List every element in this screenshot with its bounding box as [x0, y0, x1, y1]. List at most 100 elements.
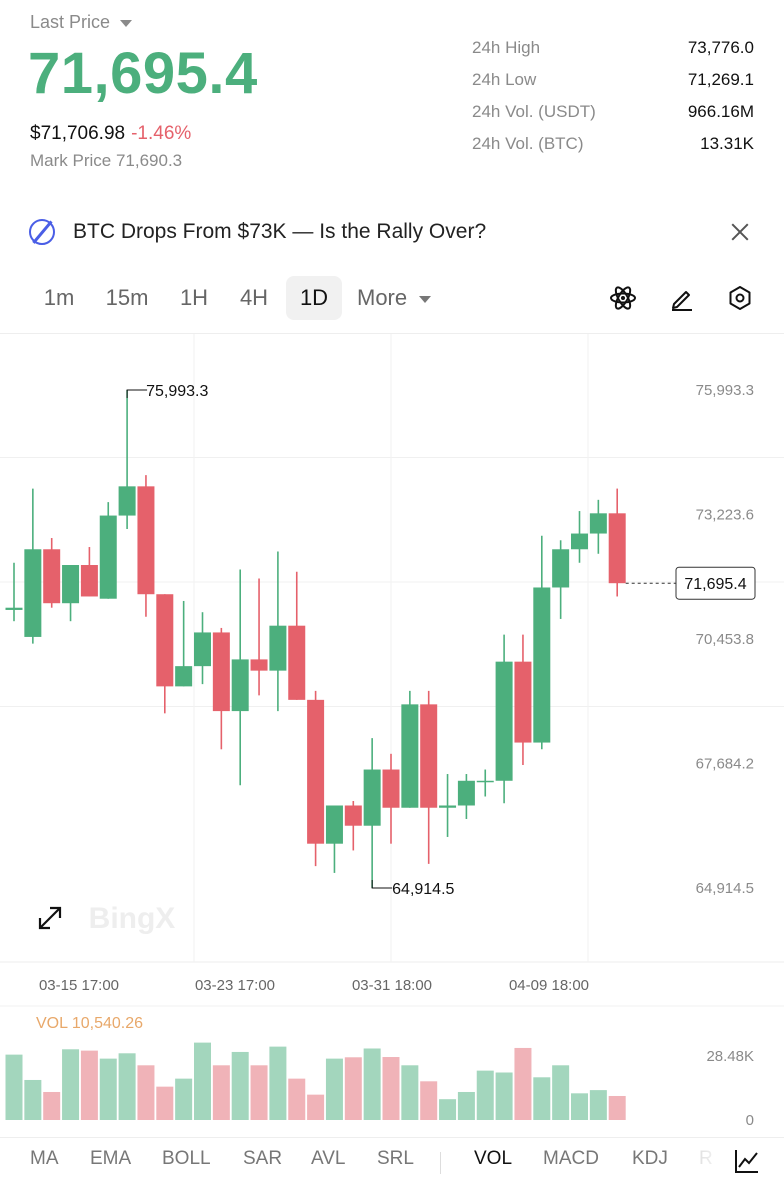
candle-body [156, 594, 174, 687]
current-price-label: 71,695.4 [684, 576, 746, 593]
volume-bar [363, 1048, 381, 1120]
candle-body [476, 780, 494, 783]
volume-bar [495, 1072, 513, 1120]
candle-body [325, 805, 343, 844]
candle-body [43, 549, 61, 604]
volume-bar [43, 1091, 61, 1120]
indicator-vol[interactable]: VOL [474, 1148, 513, 1169]
timeframe-1h[interactable]: 1H [179, 285, 209, 310]
candle-body [99, 515, 117, 599]
price-chart[interactable]: BingX 75,993.3 73,223.6 70,453.8 67,684.2 64… [0, 334, 784, 1138]
volume-tick-label: 0 [746, 1112, 754, 1129]
volume-bar [99, 1058, 117, 1120]
candle-body [80, 565, 98, 597]
indicator-kdj[interactable]: KDJ [632, 1148, 668, 1169]
volume-tick-label: 28.48K [706, 1048, 754, 1065]
indicator-macd[interactable]: MACD [543, 1148, 599, 1169]
indicator-avl[interactable]: AVL [311, 1148, 346, 1169]
last-price-value: 71,695.4 [28, 41, 258, 106]
volume-bar [118, 1053, 136, 1120]
volume-bar [175, 1078, 193, 1120]
watermark-logo: BingX [89, 902, 176, 935]
stat-value: 966.16M [687, 102, 754, 121]
candle-body [514, 661, 532, 743]
indicator-ma[interactable]: MA [30, 1148, 59, 1169]
timeframe-4h[interactable]: 4H [239, 285, 269, 310]
volume-bar [212, 1065, 230, 1120]
current-price-box [675, 566, 756, 600]
candle-body [363, 769, 381, 826]
volume-label: VOL 10,540.26 [36, 1015, 143, 1032]
indicator-sar[interactable]: SAR [243, 1148, 283, 1169]
volume-bar [401, 1065, 419, 1120]
stat-row-low: 24h Low 71,269.1 [472, 64, 754, 96]
volume-bar [307, 1094, 325, 1120]
candle-body [552, 549, 570, 588]
timeframe-more-button[interactable]: More [357, 276, 432, 320]
volume-bar [608, 1095, 626, 1120]
timeframe-15m[interactable]: 15m [105, 285, 149, 310]
volume-bar [552, 1065, 570, 1120]
stat-value: 71,269.1 [687, 70, 754, 89]
timeframe-1m[interactable]: 1m [43, 285, 75, 310]
indicator-srl[interactable]: SRL [377, 1148, 414, 1169]
volume-bar [571, 1093, 588, 1120]
x-tick-label: 03-23 17:00 [195, 977, 275, 994]
volume-bar [5, 1054, 23, 1120]
volume-bars [5, 1042, 626, 1120]
volume-bar [420, 1081, 438, 1120]
low-price-label: 64,914.5 [392, 881, 454, 898]
indicator-chart-icon[interactable] [734, 1148, 760, 1174]
volume-bar [533, 1077, 551, 1120]
atom-indicator-icon[interactable] [609, 284, 637, 312]
high-price-label: 75,993.3 [146, 383, 208, 400]
x-tick-label: 04-09 18:00 [509, 977, 589, 994]
chart-grid [0, 334, 784, 1007]
news-headline[interactable]: BTC Drops From $73K — Is the Rally Over? [73, 220, 487, 243]
y-tick-label: 64,914.5 [696, 880, 754, 897]
pencil-draw-icon[interactable] [668, 284, 696, 312]
timeframe-1d[interactable]: 1D [286, 276, 342, 320]
last-price-label: Last Price [30, 12, 111, 32]
usd-price-line: $71,706.98 -1.46% [30, 123, 191, 145]
volume-bar [589, 1090, 607, 1120]
indicator-boll[interactable]: BOLL [162, 1148, 211, 1169]
candle-body [175, 666, 193, 687]
high-marker-line [126, 389, 148, 398]
candles [5, 390, 626, 888]
mark-price: Mark Price 71,690.3 [30, 151, 183, 170]
close-icon[interactable] [728, 220, 752, 244]
stat-label: 24h Vol. (USDT) [472, 102, 596, 121]
candle-body [269, 625, 287, 671]
indicator-separator [440, 1152, 441, 1174]
candle-body [457, 780, 475, 806]
volume-bar [325, 1058, 343, 1120]
volume-bar [439, 1099, 457, 1120]
candle-body [288, 625, 306, 700]
volume-bar [62, 1049, 80, 1120]
scroll-fade [680, 1138, 740, 1186]
volume-bar [156, 1086, 174, 1120]
candle-body [608, 513, 626, 584]
candle-body [194, 632, 211, 667]
volume-bar [194, 1042, 211, 1120]
settings-hexagon-icon[interactable] [726, 284, 754, 312]
volume-bar [344, 1057, 362, 1120]
news-banner[interactable]: BTC Drops From $73K — Is the Rally Over? [0, 208, 784, 256]
volume-bar [514, 1047, 532, 1120]
y-tick-label: 75,993.3 [696, 382, 754, 399]
last-price-selector[interactable]: Last Price [30, 12, 133, 33]
fullscreen-icon[interactable] [38, 906, 62, 930]
candle-body [344, 805, 362, 826]
stat-label: 24h High [472, 38, 541, 57]
y-tick-label: 73,223.6 [696, 507, 754, 524]
candle-body [589, 513, 607, 534]
candle-body [571, 533, 588, 550]
indicator-ema[interactable]: EMA [90, 1148, 132, 1169]
volume-bar [231, 1051, 249, 1120]
volume-bar [24, 1079, 42, 1120]
candle-body [212, 632, 230, 712]
stats-panel: 24h High 73,776.0 24h Low 71,269.1 24h V… [472, 32, 754, 160]
more-label: More [357, 285, 408, 310]
volume-bar [250, 1065, 268, 1120]
